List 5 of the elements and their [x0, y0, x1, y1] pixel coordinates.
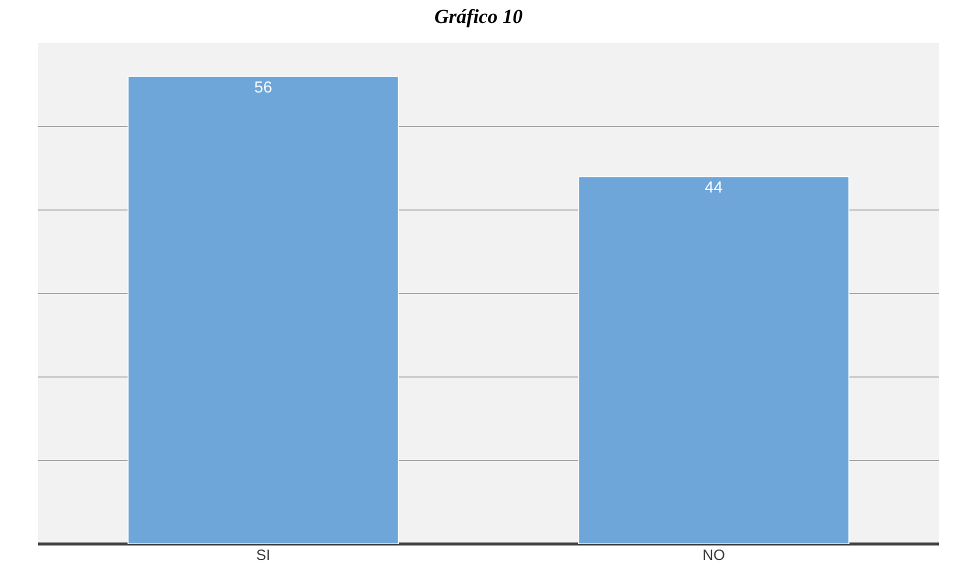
x-tick-label: SI [256, 547, 270, 564]
data-label: 44 [704, 180, 723, 197]
chart-title: Gráfico 10 [434, 6, 523, 28]
x-tick-label: NO [702, 547, 725, 564]
data-label: 56 [254, 79, 272, 96]
